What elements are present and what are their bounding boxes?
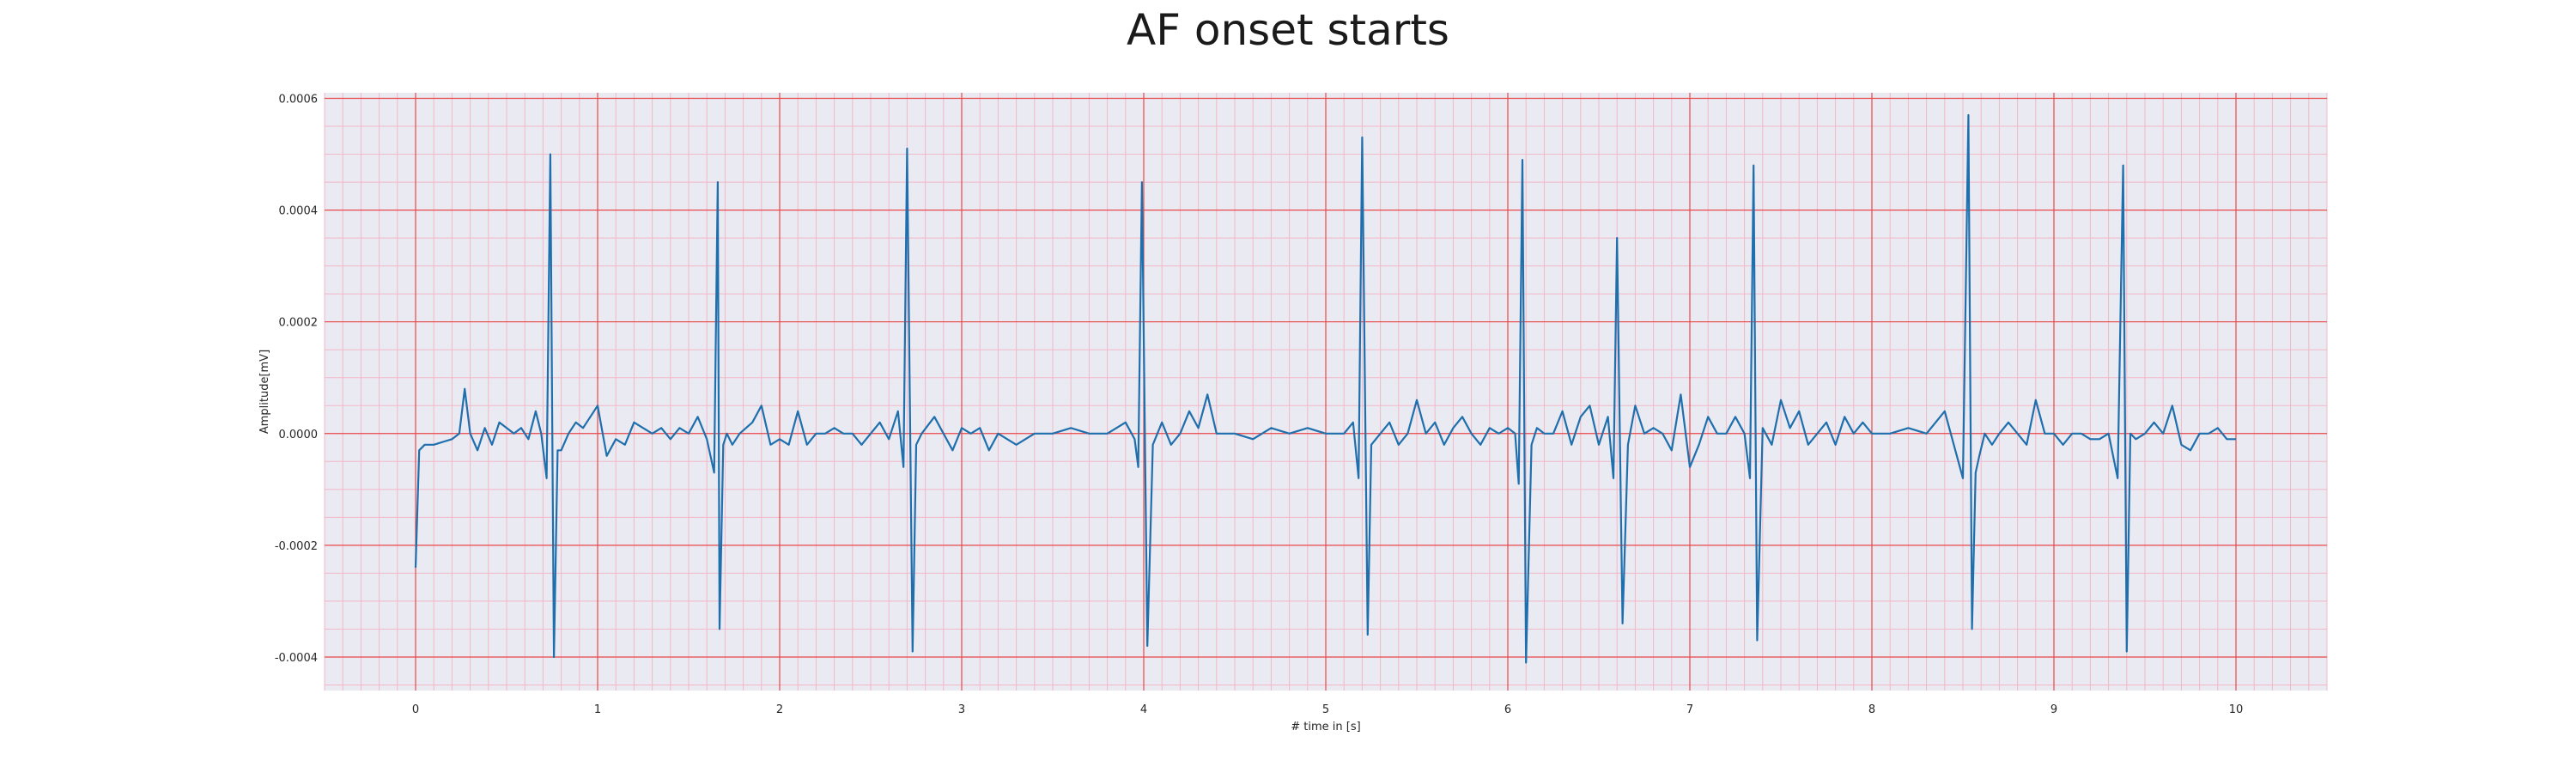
x-tick-label: 3: [958, 703, 965, 716]
y-tick-label: 0.0004: [279, 205, 319, 218]
x-tick-label: 5: [1322, 703, 1329, 716]
x-tick-label: 2: [776, 703, 783, 716]
y-tick-label: -0.0002: [275, 540, 318, 553]
x-tick-label: 1: [594, 703, 601, 716]
y-tick-label: 0.0000: [279, 429, 319, 441]
x-tick-label: 10: [2229, 703, 2244, 716]
x-tick-label: 9: [2050, 703, 2057, 716]
y-tick-label: 0.0002: [279, 317, 319, 330]
y-tick-label: 0.0006: [279, 94, 319, 107]
major-grid: [325, 93, 2327, 691]
x-axis-ticks: 0 1 2 3 4 5 6 7 8 9 10: [412, 703, 2243, 716]
chart-title: AF onset starts: [1127, 5, 1449, 55]
y-tick-label: -0.0004: [275, 652, 318, 665]
x-axis-label: # time in [s]: [1291, 721, 1360, 733]
y-axis-label: Amplitude[mV]: [258, 350, 271, 434]
ecg-signal-line: [414, 113, 2236, 664]
x-tick-label: 6: [1504, 703, 1511, 716]
x-tick-label: 4: [1140, 703, 1147, 716]
y-axis-ticks: -0.0004 -0.0002 0.0000 0.0002 0.0004 0.0006: [275, 94, 318, 665]
x-tick-label: 0: [412, 703, 419, 716]
x-tick-label: 8: [1868, 703, 1875, 716]
x-tick-label: 7: [1686, 703, 1693, 716]
